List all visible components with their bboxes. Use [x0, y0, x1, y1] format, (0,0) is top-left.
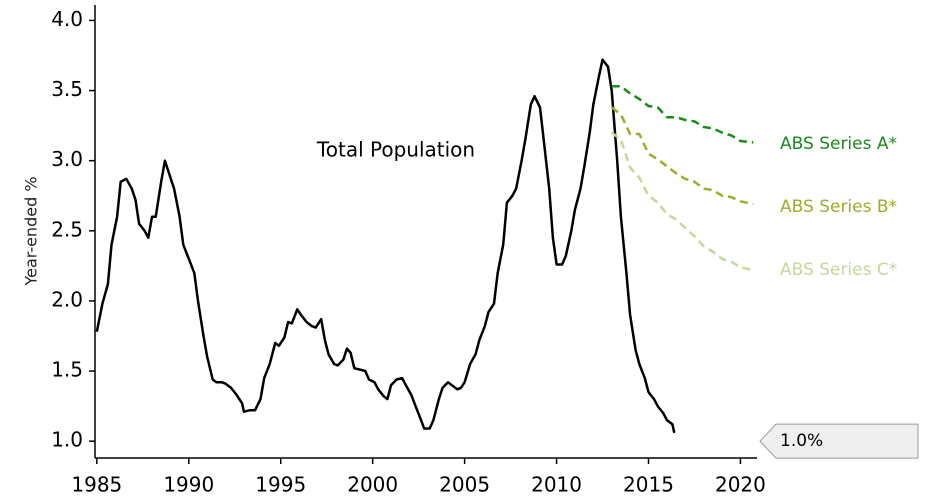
- series-line: [95, 58, 676, 434]
- series-label: ABS Series B*: [780, 197, 897, 217]
- series-line: [610, 106, 754, 206]
- y-tick-label: 2.5: [51, 217, 83, 241]
- x-tick-label: 2020: [715, 473, 766, 497]
- series-line: [611, 85, 754, 144]
- series-label: ABS Series A*: [780, 134, 897, 154]
- series-label: ABS Series C*: [780, 260, 897, 280]
- callout-label: 1.0%: [780, 431, 823, 451]
- x-tick-label: 2005: [439, 473, 490, 497]
- x-tick-label: 2000: [347, 473, 398, 497]
- callout-box: [759, 423, 919, 459]
- y-tick-label: 1.0: [51, 428, 83, 452]
- y-axis-label: Year-ended %: [22, 176, 41, 286]
- series-line: [610, 131, 754, 272]
- y-tick-label: 3.0: [51, 147, 83, 171]
- y-tick-label: 3.5: [51, 77, 83, 101]
- y-tick-label: 1.5: [51, 358, 83, 382]
- y-tick-label: 2.0: [51, 287, 83, 311]
- series-label: Total Population: [316, 138, 475, 162]
- y-tick-label: 4.0: [51, 7, 83, 31]
- x-tick-label: 2015: [623, 473, 674, 497]
- x-tick-label: 1995: [255, 473, 306, 497]
- x-tick-label: 1990: [163, 473, 214, 497]
- x-tick-label: 1985: [71, 473, 122, 497]
- x-tick-label: 2010: [531, 473, 582, 497]
